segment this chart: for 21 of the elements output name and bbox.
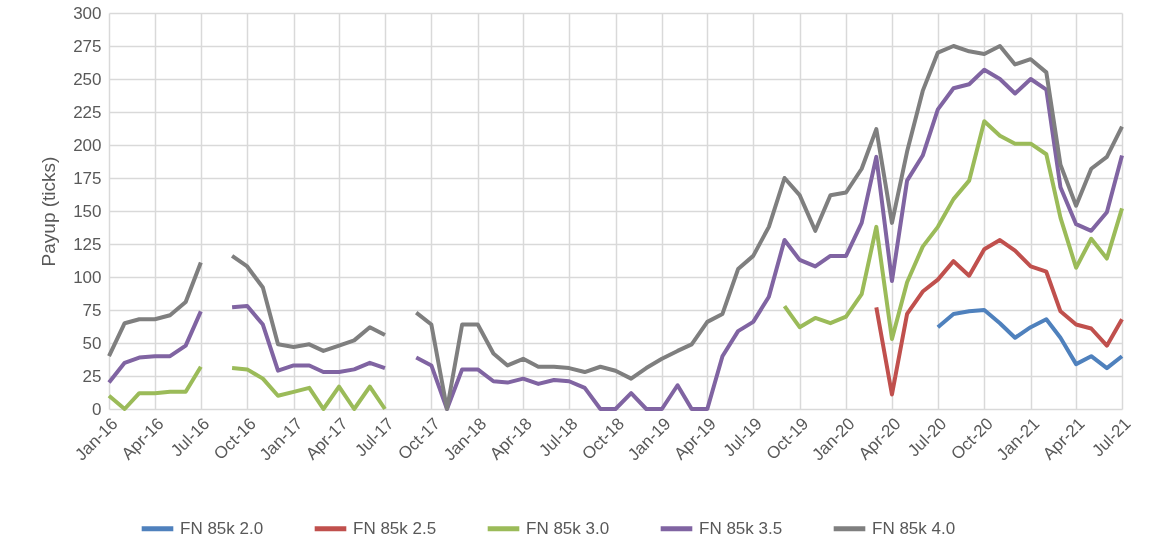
y-tick-label: 200 [73,135,102,155]
legend-label: FN 85k 2.0 [180,518,264,538]
y-tick-label: 25 [82,366,102,386]
line-series [874,238,1124,397]
legend-label: FN 85k 2.5 [353,518,437,538]
y-tick-label: 250 [73,69,102,89]
line-series [935,308,1124,371]
y-tick-label: 275 [73,36,102,56]
y-tick-label: 125 [73,234,102,254]
y-tick-label: 100 [73,267,102,287]
y-tick-label: 0 [92,399,102,419]
y-tick-label: 175 [73,168,102,188]
y-tick-label: 150 [73,201,102,221]
y-axis-title: Payup (ticks) [38,156,60,267]
y-tick-label: 225 [73,102,102,122]
y-tick-label: 50 [82,333,102,353]
y-tick-label: 300 [73,3,102,23]
legend-label: FN 85k 3.0 [526,518,610,538]
legend-label: FN 85k 4.0 [872,518,956,538]
y-tick-label: 75 [82,300,102,320]
legend-label: FN 85k 3.5 [699,518,783,538]
